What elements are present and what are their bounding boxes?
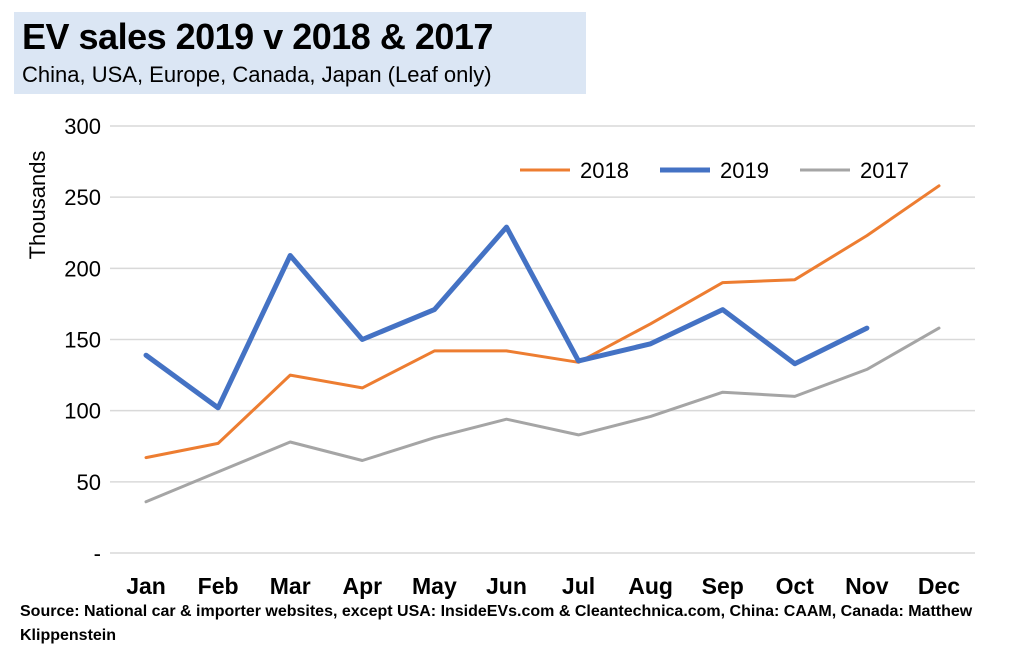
legend-label-2018: 2018 (580, 158, 629, 183)
y-tick-label: 50 (77, 470, 101, 495)
x-tick-label: Jun (486, 573, 527, 599)
y-tick-label: 200 (64, 256, 101, 281)
x-tick-label: Nov (845, 573, 889, 599)
series-line-2019 (143, 224, 870, 411)
y-tick-label: 100 (64, 399, 101, 424)
chart-title: EV sales 2019 v 2018 & 2017 (22, 16, 493, 57)
x-tick-label: Aug (628, 573, 673, 599)
source-note: Source: National car & importer websites… (20, 603, 973, 644)
x-tick-label: Oct (776, 573, 815, 599)
y-tick-label: 150 (64, 328, 101, 353)
x-tick-label: Jan (126, 573, 166, 599)
x-axis-ticks: Jan Feb Mar Apr May Jun Jul Aug Sep Oct Nov Dec (126, 573, 960, 599)
x-tick-label: Jul (562, 573, 595, 599)
x-tick-label: May (412, 573, 457, 599)
y-axis-ticks: - 50 100 150 200 250 300 (64, 114, 101, 566)
x-tick-label: Apr (342, 573, 382, 599)
series-line-2017 (144, 326, 941, 504)
title-box (14, 12, 586, 94)
legend: 2018 2019 2017 (520, 158, 909, 183)
legend-label-2017: 2017 (860, 158, 909, 183)
y-tick-label: 300 (64, 114, 101, 139)
y-tick-label: - (94, 541, 101, 566)
x-tick-label: Dec (918, 573, 960, 599)
chart-subtitle: China, USA, Europe, Canada, Japan (Leaf … (22, 62, 492, 87)
y-axis-label: Thousands (25, 151, 50, 260)
x-tick-label: Sep (702, 573, 744, 599)
x-tick-label: Mar (270, 573, 311, 599)
series-lines (143, 184, 941, 504)
y-tick-label: 250 (64, 185, 101, 210)
legend-label-2019: 2019 (720, 158, 769, 183)
series-line-2018 (144, 184, 941, 460)
x-tick-label: Feb (198, 573, 239, 599)
